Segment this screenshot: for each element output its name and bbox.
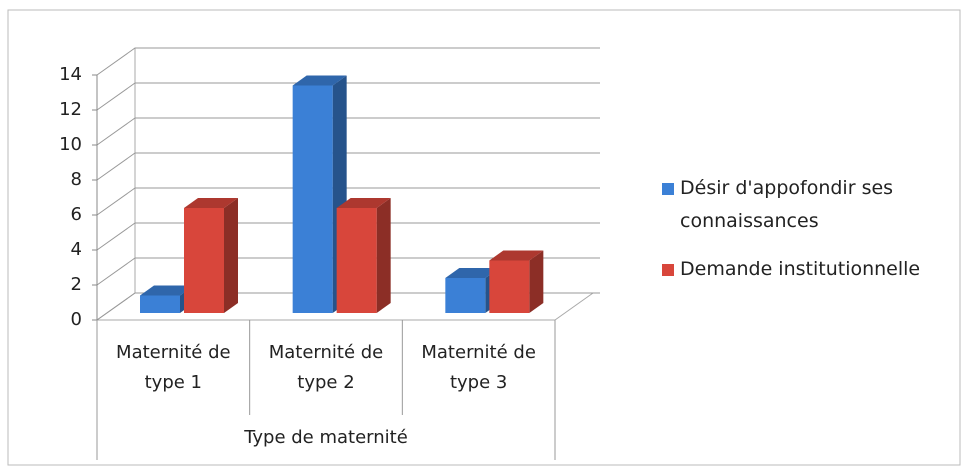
bar-front [445,278,486,313]
legend-swatch [662,264,674,276]
bar-front [336,208,377,313]
grid-line [96,82,600,111]
bar-top [140,285,194,296]
bar-front [292,85,333,313]
x-axis-label: Type de maternité [244,427,408,448]
y-tick-label: 10 [59,134,82,155]
bar-side [529,250,544,313]
bar-front [489,260,530,313]
y-tick-label: 2 [71,274,82,295]
bar-side [376,198,391,313]
grid-line [96,117,600,146]
bar-side [224,198,238,313]
y-tick-label: 8 [71,169,82,190]
bar-top [292,75,347,86]
bar [489,250,544,313]
y-tick-label: 0 [71,309,82,330]
bar [336,198,391,313]
legend-label: Désir d'appofondir ses connaissances [680,177,894,232]
grid-line [96,257,600,286]
grid-line [96,292,600,321]
legend-label: Demande institutionnelle [680,258,921,280]
x-tick-label: Maternité de type 3 [421,342,536,393]
grid-line [96,152,600,181]
bar-front [140,295,180,313]
y-tick-label: 4 [71,239,82,260]
bar [184,198,238,313]
grid-line [96,222,600,251]
grid-line [96,187,600,216]
bar-top [184,198,238,208]
y-tick-label: 12 [59,99,82,120]
chart-border [7,9,961,466]
x-tick-label: Maternité de type 2 [268,342,384,393]
bar-front [184,208,224,313]
bar-top [336,198,391,208]
legend-swatch [662,183,674,195]
grid-line [96,47,600,76]
x-tick-label: Maternité de type 1 [116,342,231,393]
y-tick-label: 6 [71,204,82,225]
bar-top [489,250,544,261]
y-tick-label: 14 [59,64,82,85]
bar-top [445,268,500,278]
